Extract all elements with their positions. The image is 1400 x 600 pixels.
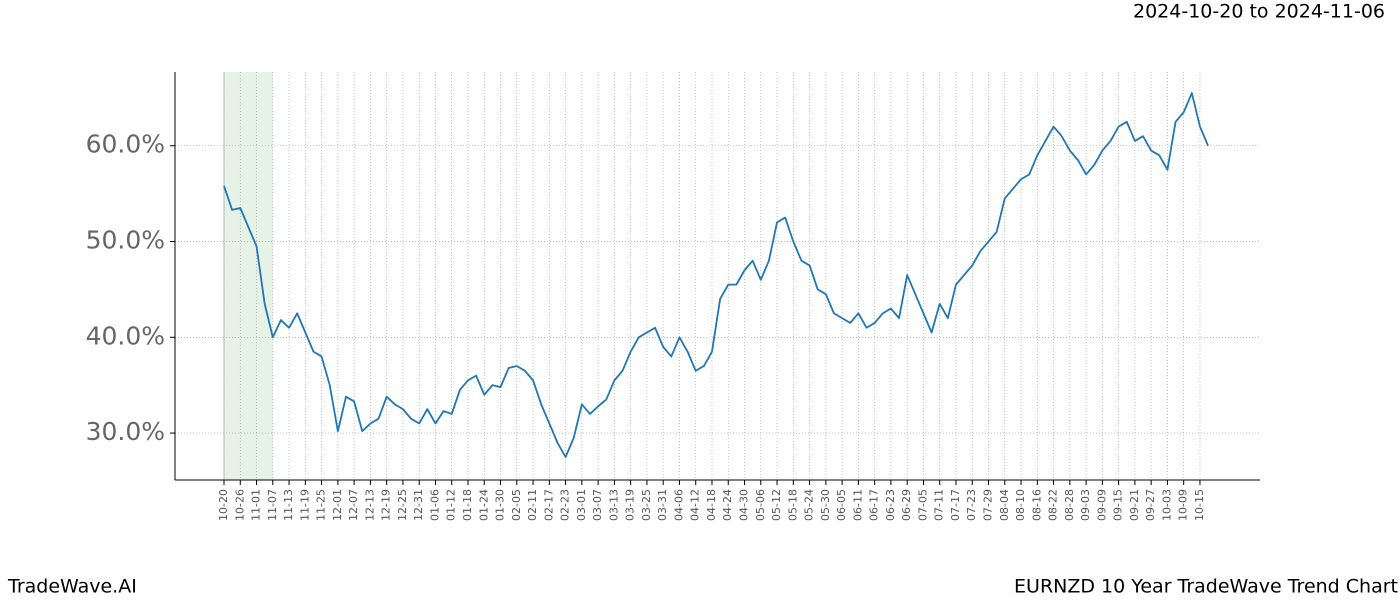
x-tick-label: 12-01 <box>331 489 344 521</box>
x-tick-label: 06-11 <box>851 489 864 521</box>
x-tick-label: 04-06 <box>672 489 685 521</box>
x-tick-label: 07-05 <box>916 489 929 521</box>
x-tick-label: 09-03 <box>1079 489 1092 521</box>
x-tick-label: 10-26 <box>233 489 246 521</box>
x-tick-label: 01-06 <box>428 489 441 521</box>
y-tick-label: 60.0% <box>86 130 165 159</box>
x-tick-label: 02-17 <box>542 489 555 521</box>
x-tick-label: 11-13 <box>282 489 295 521</box>
x-tick-label: 12-25 <box>396 489 409 521</box>
x-tick-label: 03-07 <box>591 489 604 521</box>
highlight-band <box>224 72 273 480</box>
x-tick-label: 12-13 <box>363 489 376 521</box>
x-tick-label: 05-30 <box>819 489 832 521</box>
x-tick-label: 02-05 <box>510 489 523 521</box>
watermark: TradeWave.AI <box>7 576 137 598</box>
x-tick-label: 04-24 <box>721 489 734 521</box>
x-tick-label: 07-23 <box>965 489 978 521</box>
x-tick-label: 07-17 <box>949 489 962 521</box>
x-tick-label: 03-31 <box>656 489 669 521</box>
x-tick-label: 09-15 <box>1112 489 1125 521</box>
x-tick-label: 04-12 <box>689 489 702 521</box>
x-tick-label: 11-01 <box>250 489 263 521</box>
x-tick-label: 10-15 <box>1193 489 1206 521</box>
x-tick-label: 03-19 <box>624 489 637 521</box>
x-tick-label: 05-24 <box>803 489 816 521</box>
x-tick-label: 06-17 <box>868 489 881 521</box>
x-tick-label: 07-29 <box>982 489 995 521</box>
x-tick-label: 03-13 <box>607 489 620 521</box>
x-tick-label: 07-11 <box>933 489 946 521</box>
x-tick-label: 10-20 <box>217 489 230 521</box>
x-tick-label: 04-18 <box>705 489 718 521</box>
x-tick-label: 09-09 <box>1095 489 1108 521</box>
chart-title: EURNZD 10 Year TradeWave Trend Chart <box>1014 576 1398 598</box>
x-tick-label: 10-03 <box>1160 489 1173 521</box>
x-tick-label: 08-04 <box>998 489 1011 521</box>
x-tick-label: 03-25 <box>640 489 653 521</box>
x-tick-label: 09-21 <box>1128 489 1141 521</box>
x-tick-label: 01-24 <box>477 489 490 521</box>
date-range: 2024-10-20 to 2024-11-06 <box>1133 1 1385 23</box>
y-tick-label: 40.0% <box>86 321 165 350</box>
x-tick-label: 11-07 <box>266 489 279 521</box>
x-tick-label: 08-28 <box>1063 489 1076 521</box>
x-tick-label: 06-29 <box>900 489 913 521</box>
x-tick-label: 05-18 <box>786 489 799 521</box>
x-tick-label: 12-31 <box>412 489 425 521</box>
x-tick-label: 01-18 <box>461 489 474 521</box>
x-tick-label: 05-06 <box>754 489 767 521</box>
x-tick-label: 11-25 <box>315 489 328 521</box>
x-tick-label: 08-22 <box>1047 489 1060 521</box>
y-tick-label: 50.0% <box>86 226 165 255</box>
x-tick-label: 05-12 <box>770 489 783 521</box>
x-tick-label: 06-23 <box>884 489 897 521</box>
x-tick-label: 06-05 <box>835 489 848 521</box>
x-tick-label: 04-30 <box>738 489 751 521</box>
x-tick-label: 08-10 <box>1014 489 1027 521</box>
x-tick-label: 12-07 <box>347 489 360 521</box>
x-tick-label: 01-12 <box>445 489 458 521</box>
x-tick-label: 02-11 <box>526 489 539 521</box>
x-tick-label: 10-09 <box>1177 489 1190 521</box>
trend-line <box>223 92 1209 458</box>
x-tick-label: 03-01 <box>575 489 588 521</box>
x-tick-label: 08-16 <box>1030 489 1043 521</box>
x-tick-label: 01-30 <box>494 489 507 521</box>
x-tick-label: 02-23 <box>559 489 572 521</box>
x-tick-label: 12-19 <box>380 489 393 521</box>
x-tick-label: 11-19 <box>298 489 311 521</box>
x-tick-label: 09-27 <box>1144 489 1157 521</box>
y-tick-label: 30.0% <box>86 417 165 446</box>
